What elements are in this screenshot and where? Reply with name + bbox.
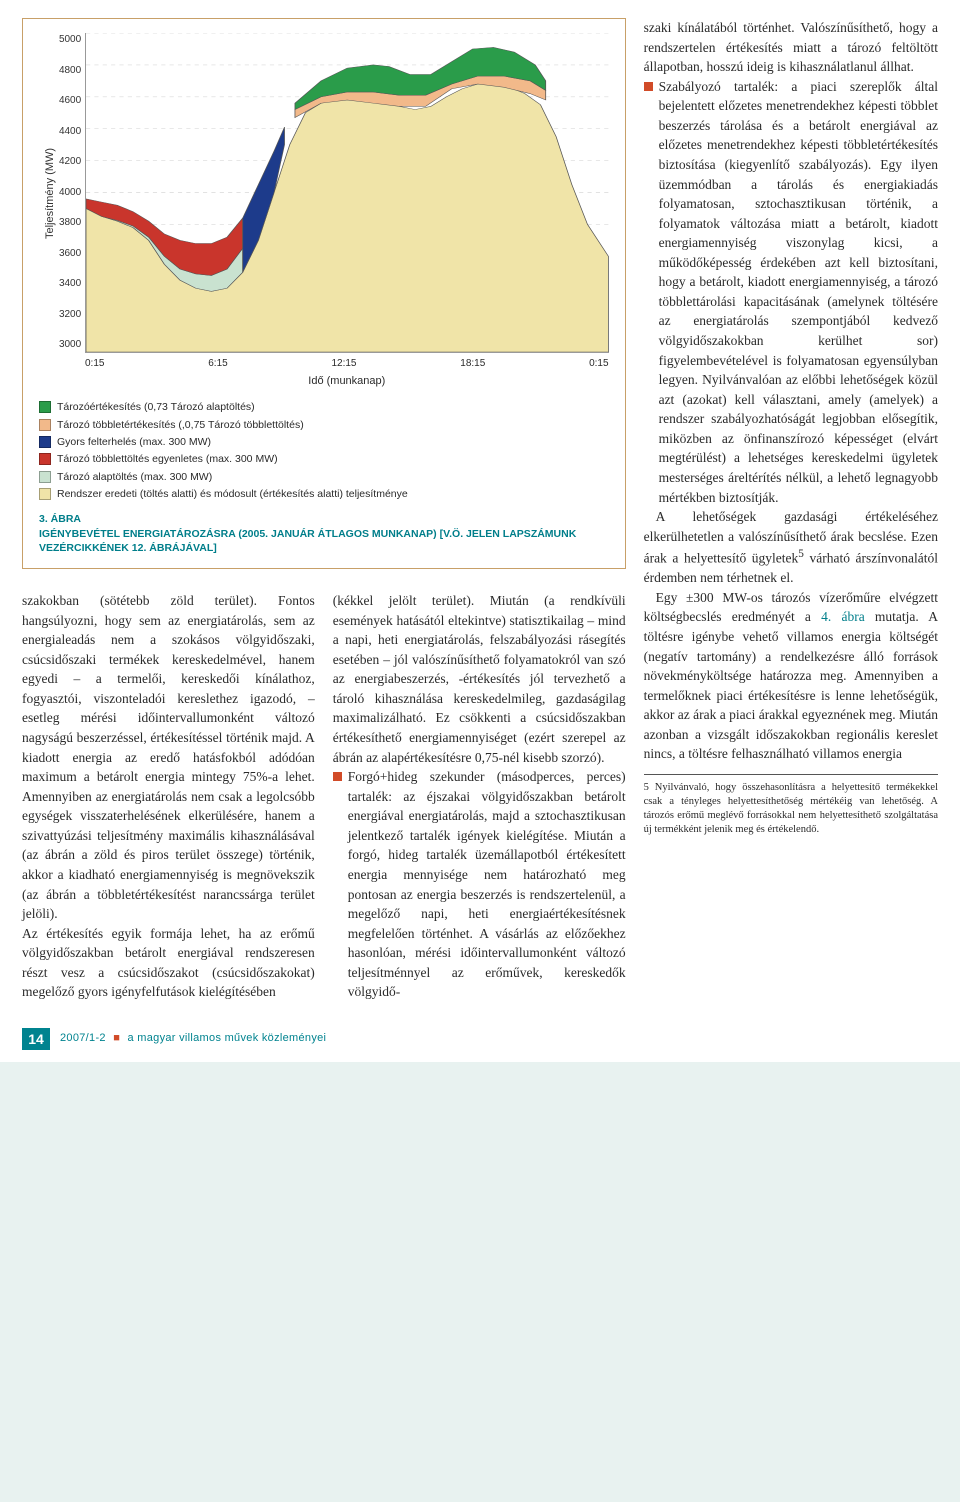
- footer-issue: 2007/1-2: [60, 1032, 106, 1044]
- chart-yaxis: 5000480046004400420040003800360034003200…: [59, 33, 85, 353]
- chart-caption: 3. ÁBRA IGÉNYBEVÉTEL ENERGIATÁROZÁSRA (2…: [39, 512, 609, 556]
- footer-journal: a magyar villamos művek közleményei: [128, 1032, 327, 1044]
- body-text: A lehetőségek gazdasági értékeléséhez el…: [644, 507, 938, 588]
- chart-plot: Teljesítmény (MW) 5000480046004400420040…: [39, 33, 609, 353]
- body-text: Szabályozó tartalék: a piaci szereplők á…: [659, 77, 938, 507]
- chart-ylabel: Teljesítmény (MW): [39, 33, 59, 353]
- column-3: szaki kínálatából történhet. Valószínűsí…: [644, 18, 938, 1002]
- body-text: Forgó+hideg szekunder (másodperces, perc…: [348, 767, 626, 1002]
- chart-plot-area: [85, 33, 608, 353]
- body-text: Egy ±300 MW-os tározós vízerőműre elvégz…: [644, 588, 938, 764]
- footer-text: 2007/1-2 ■ a magyar villamos művek közle…: [60, 1031, 326, 1047]
- page-number: 14: [22, 1028, 50, 1050]
- below-chart-columns: szakokban (sötétebb zöld terület). Fonto…: [22, 591, 626, 1002]
- footnote-text: 5 Nyilvánvaló, hogy összehasonlításra a …: [644, 781, 938, 838]
- body-text: Az értékesítés egyik formája lehet, ha a…: [22, 924, 315, 1002]
- body-text: (kékkel jelölt terület). Miután (a rendk…: [333, 591, 626, 767]
- body-text: szaki kínálatából történhet. Valószínűsí…: [644, 18, 938, 77]
- bullet-icon: [333, 772, 342, 781]
- chart-xlabel: Idő (munkanap): [39, 374, 609, 390]
- page: Teljesítmény (MW) 5000480046004400420040…: [0, 0, 960, 1062]
- body-text: szakokban (sötétebb zöld terület). Fonto…: [22, 591, 315, 924]
- text-columns: Teljesítmény (MW) 5000480046004400420040…: [22, 18, 938, 1002]
- chart-legend: Tározóértékesítés (0,73 Tározó alaptölté…: [39, 399, 609, 502]
- chart-box: Teljesítmény (MW) 5000480046004400420040…: [22, 18, 626, 569]
- column-2: (kékkel jelölt terület). Miután (a rendk…: [333, 591, 626, 1002]
- figure-number: 3. ÁBRA: [39, 513, 81, 525]
- footer-separator-icon: ■: [113, 1032, 120, 1044]
- text-span: mutatja. A töltésre igénybe vehető villa…: [644, 609, 938, 761]
- bullet-icon: [644, 82, 653, 91]
- bullet-paragraph: Szabályozó tartalék: a piaci szereplők á…: [644, 77, 938, 507]
- chart-xticks: 0:156:1512:1518:150:15: [39, 357, 609, 372]
- footnote-rule: [644, 774, 938, 775]
- chart-svg: [86, 33, 608, 352]
- page-footer: 14 2007/1-2 ■ a magyar villamos művek kö…: [0, 1028, 960, 1050]
- column-left-merged: Teljesítmény (MW) 5000480046004400420040…: [22, 18, 626, 1002]
- figure-reference-link[interactable]: 4. ábra: [821, 609, 865, 624]
- column-1: szakokban (sötétebb zöld terület). Fonto…: [22, 591, 315, 1002]
- figure-title: IGÉNYBEVÉTEL ENERGIATÁROZÁSRA (2005. JAN…: [39, 528, 576, 555]
- bullet-paragraph: Forgó+hideg szekunder (másodperces, perc…: [333, 767, 626, 1002]
